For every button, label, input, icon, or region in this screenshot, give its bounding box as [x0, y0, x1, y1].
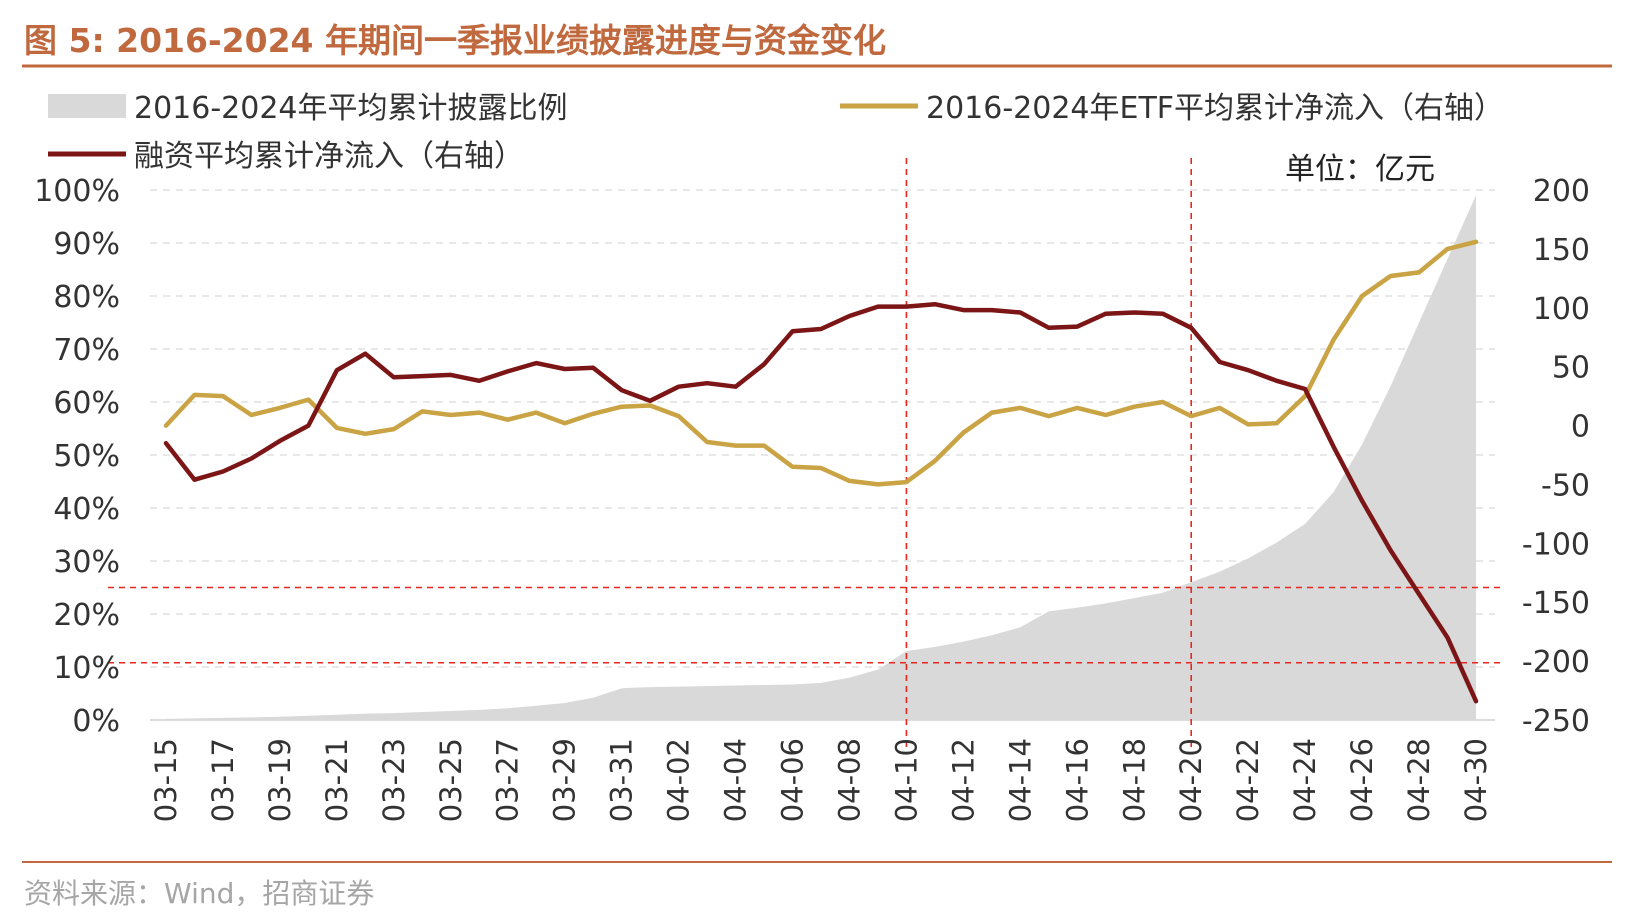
x-tick-label: 04-12 [946, 738, 980, 822]
y-right-tick-label: 150 [1533, 233, 1590, 268]
y-right-tick-label: 200 [1533, 174, 1590, 209]
x-tick-label: 03-23 [377, 738, 411, 822]
legend-label-etf: 2016-2024年ETF平均累计净流入（右轴） [926, 91, 1504, 126]
x-tick-label: 04-24 [1288, 738, 1322, 822]
x-tick-label: 04-04 [719, 738, 753, 822]
axes-labels: 100% 90% 80% 70% 60% 50% 40% 30% 20% 10% 0% 200 150 1… [34, 174, 1590, 822]
figure-title: 图 5: 2016-2024 年期间一季报业绩披露进度与资金变化 [24, 21, 887, 60]
x-tick-label: 03-19 [263, 738, 297, 822]
y-left-tick-label: 50% [53, 439, 120, 474]
area-series-layer [166, 195, 1476, 721]
area-series-disclosure-ratio [166, 195, 1476, 721]
line-series-layer [163, 239, 1479, 704]
y-right-tick-label: -200 [1522, 645, 1590, 680]
legend-label-financing: 融资平均累计净流入（右轴） [134, 139, 524, 174]
x-tick-label: 03-27 [491, 738, 525, 822]
x-tick-label: 04-18 [1117, 738, 1151, 822]
y-right-tick-label: -100 [1522, 527, 1590, 562]
x-tick-label: 03-31 [605, 738, 639, 822]
reference-lines [108, 158, 1502, 752]
y-left-tick-label: 60% [53, 386, 120, 421]
y-left-tick-label: 30% [53, 545, 120, 580]
x-tick-label: 03-25 [434, 738, 468, 822]
y-right-tick-label: 50 [1552, 351, 1590, 386]
y-left-tick-label: 20% [53, 598, 120, 633]
legend-label-area: 2016-2024年平均累计披露比例 [134, 91, 568, 126]
y-left-tick-label: 80% [53, 280, 120, 315]
x-tick-label: 04-28 [1402, 738, 1436, 822]
legend-swatch-area [48, 94, 126, 118]
x-tick-label: 04-22 [1231, 738, 1265, 822]
x-tick-label: 04-02 [662, 738, 696, 822]
x-tick-label: 04-14 [1003, 738, 1037, 822]
line-series-etf [163, 239, 1479, 487]
y-left-tick-label: 100% [34, 174, 120, 209]
x-tick-label: 03-15 [149, 738, 183, 822]
x-tick-label: 04-10 [889, 738, 923, 822]
y-right-tick-label: 100 [1533, 292, 1590, 327]
y-right-tick-label: -250 [1522, 704, 1590, 739]
x-tick-label: 03-29 [548, 738, 582, 822]
x-tick-label: 04-16 [1060, 738, 1094, 822]
y-left-tick-label: 70% [53, 333, 120, 368]
y-left-tick-label: 10% [53, 651, 120, 686]
y-left-tick-label: 90% [53, 227, 120, 262]
y-left-tick-label: 40% [53, 492, 120, 527]
y-right-tick-label: -150 [1522, 586, 1590, 621]
x-tick-label: 04-08 [832, 738, 866, 822]
y-left-tick-label: 0% [72, 704, 120, 739]
x-tick-label: 04-06 [776, 738, 810, 822]
legend: 2016-2024年平均累计披露比例 2016-2024年ETF平均累计净流入（… [48, 91, 1504, 174]
unit-label: 单位：亿元 [1285, 152, 1435, 187]
source-note: 资料来源：Wind，招商证券 [24, 877, 375, 910]
x-tick-label: 04-20 [1174, 738, 1208, 822]
y-right-tick-label: -50 [1541, 468, 1590, 503]
x-tick-label: 03-17 [206, 738, 240, 822]
x-tick-label: 04-26 [1345, 738, 1379, 822]
x-tick-label: 03-21 [320, 738, 354, 822]
x-tick-label: 04-30 [1459, 738, 1493, 822]
y-right-tick-label: 0 [1571, 410, 1590, 445]
